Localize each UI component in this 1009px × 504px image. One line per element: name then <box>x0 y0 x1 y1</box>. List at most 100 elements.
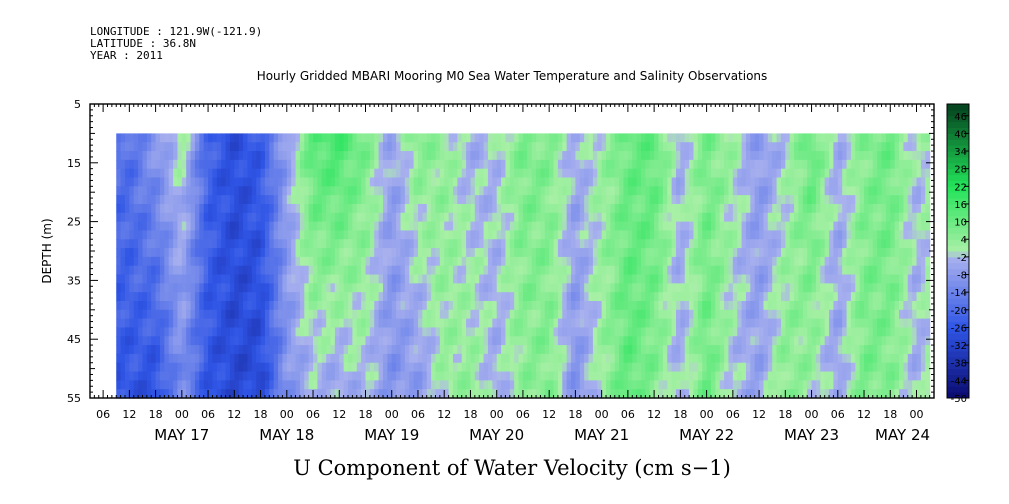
heatmap-cell <box>330 309 336 320</box>
heatmap-cell <box>579 186 585 196</box>
heatmap-cell <box>763 221 769 232</box>
heatmap-cell <box>509 256 515 267</box>
heatmap-cell <box>417 292 423 302</box>
heatmap-cell <box>229 256 235 267</box>
heatmap-cell <box>592 318 598 329</box>
heatmap-cell <box>409 336 415 346</box>
heatmap-cell <box>522 212 528 223</box>
heatmap-cell <box>286 274 292 284</box>
heatmap-cell <box>431 274 437 284</box>
heatmap-cell <box>243 345 249 355</box>
heatmap-cell <box>391 371 397 381</box>
heatmap-cell <box>304 177 310 187</box>
heatmap-cell <box>256 248 262 258</box>
heatmap-cell <box>505 327 511 337</box>
heatmap-cell <box>776 239 782 249</box>
heatmap-cell <box>780 142 786 152</box>
heatmap-cell <box>278 159 284 170</box>
heatmap-cell <box>190 133 196 143</box>
heatmap-cell <box>466 177 472 187</box>
heatmap-cell <box>833 195 839 205</box>
heatmap-cell <box>295 142 301 152</box>
heatmap-cell <box>571 283 577 293</box>
heatmap-cell <box>404 177 410 187</box>
heatmap-cell <box>321 168 327 179</box>
heatmap-cell <box>282 345 288 355</box>
heatmap-cell <box>479 151 485 161</box>
heatmap-cell <box>474 336 480 346</box>
heatmap-cell <box>684 389 690 399</box>
heatmap-cell <box>308 159 314 170</box>
heatmap-cell <box>544 265 550 276</box>
heatmap-cell <box>579 177 585 187</box>
heatmap-cell <box>518 221 524 232</box>
heatmap-cell <box>754 353 760 364</box>
heatmap-cell <box>177 371 183 381</box>
heatmap-cell <box>483 186 489 196</box>
heatmap-cell <box>767 142 773 152</box>
heatmap-cell <box>614 300 620 311</box>
heatmap-cell <box>221 362 227 373</box>
heatmap-cell <box>129 265 135 276</box>
heatmap-cell <box>400 362 406 373</box>
heatmap-cell <box>619 292 625 302</box>
heatmap-cell <box>759 230 765 240</box>
heatmap-cell <box>439 309 445 320</box>
heatmap-cell <box>273 230 279 240</box>
heatmap-cell <box>780 318 786 329</box>
heatmap-cell <box>798 336 804 346</box>
heatmap-cell <box>313 221 318 232</box>
heatmap-cell <box>671 142 677 152</box>
heatmap-cell <box>815 309 821 320</box>
heatmap-cell <box>256 283 262 293</box>
heatmap-cell <box>671 186 677 196</box>
heatmap-cell <box>155 203 161 214</box>
heatmap-cell <box>247 318 253 329</box>
heatmap-cell <box>431 142 437 152</box>
heatmap-cell <box>737 203 743 214</box>
heatmap-cell <box>641 159 646 170</box>
heatmap-cell <box>391 283 397 293</box>
heatmap-cell <box>649 371 655 381</box>
heatmap-cell <box>579 212 585 223</box>
heatmap-cell <box>291 389 297 399</box>
heatmap-cell <box>759 159 765 170</box>
heatmap-cell <box>619 248 625 258</box>
heatmap-cell <box>732 248 738 258</box>
heatmap-cell <box>269 345 275 355</box>
heatmap-cell <box>715 230 721 240</box>
heatmap-cell <box>348 133 353 143</box>
heatmap-cell <box>479 186 485 196</box>
heatmap-cell <box>256 195 262 205</box>
heatmap-cell <box>448 151 454 161</box>
heatmap-cell <box>387 380 393 390</box>
heatmap-cell <box>820 221 826 232</box>
heatmap-cell <box>221 186 227 196</box>
heatmap-cell <box>544 300 550 311</box>
heatmap-cell <box>356 292 362 302</box>
heatmap-cell <box>208 345 214 355</box>
heatmap-cell <box>763 353 769 364</box>
heatmap-cell <box>501 203 507 214</box>
heatmap-cell <box>374 283 380 293</box>
heatmap-cell <box>426 292 432 302</box>
heatmap-cell <box>807 265 813 276</box>
heatmap-cell <box>426 151 432 161</box>
heatmap-cell <box>601 221 607 232</box>
heatmap-cell <box>417 221 423 232</box>
heatmap-cell <box>579 353 585 364</box>
heatmap-cell <box>597 186 603 196</box>
heatmap-cell <box>229 159 235 170</box>
heatmap-cell <box>811 327 817 337</box>
heatmap-cell <box>649 151 655 161</box>
heatmap-cell <box>308 133 314 143</box>
heatmap-cell <box>387 212 393 223</box>
heatmap-cell <box>807 327 813 337</box>
heatmap-cell <box>378 283 384 293</box>
heatmap-cell <box>369 283 375 293</box>
heatmap-cell <box>181 292 187 302</box>
heatmap-cell <box>466 283 472 293</box>
heatmap-cell <box>243 133 249 143</box>
heatmap-cell <box>247 353 253 364</box>
heatmap-cell <box>741 239 747 249</box>
